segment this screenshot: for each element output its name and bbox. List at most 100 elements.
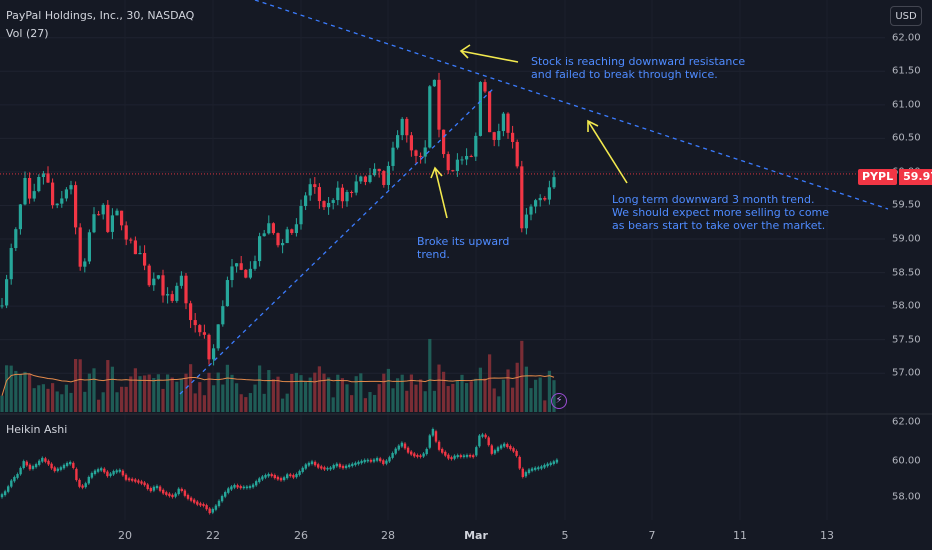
candle-body (317, 187, 321, 202)
ha-candle (239, 486, 242, 489)
candle-body (382, 171, 386, 185)
candle-body (520, 166, 524, 229)
ha-candle (462, 455, 466, 458)
ha-candle (38, 460, 41, 465)
ha-candle (341, 465, 345, 469)
ha-candle (310, 461, 314, 465)
ha-candle (56, 468, 59, 471)
ha-candle (487, 437, 490, 446)
ha-candle (552, 461, 555, 464)
ha-candle (301, 467, 304, 472)
ha-candle (459, 455, 462, 458)
candle-body (373, 168, 377, 176)
volume-bar (74, 359, 78, 412)
volume-bar (129, 376, 133, 412)
ha-candle (468, 455, 472, 457)
ha-candle (189, 497, 193, 501)
ha-candle (168, 493, 171, 497)
candle-body (51, 182, 55, 206)
ha-candle (193, 499, 196, 503)
candle-body (455, 159, 459, 172)
arrow-trend (587, 120, 628, 184)
ha-candle (245, 486, 249, 489)
ha-candle (307, 462, 311, 466)
candle-body (216, 324, 220, 349)
ha-candle (87, 476, 90, 484)
candle-body (230, 266, 234, 281)
annotation-trend: Long term downward 3 month trend. We sho… (612, 193, 829, 232)
lightning-icon[interactable]: ⚡ (551, 393, 567, 409)
ha-candle (403, 443, 407, 449)
volume-bar (276, 376, 280, 412)
ha-candle (496, 447, 500, 452)
ha-candle (233, 484, 236, 488)
ha-candle (186, 494, 190, 499)
ha-candle (28, 464, 32, 470)
candle-body (511, 132, 515, 142)
price-tag-symbol: PYPL (858, 169, 898, 185)
volume-bar (83, 391, 87, 412)
ha-candle (183, 490, 187, 496)
ha-candle (7, 486, 10, 492)
volume-bar (138, 376, 142, 412)
candle-body (497, 131, 501, 140)
y-tick-label: 58.00 (892, 300, 921, 312)
ha-candle (158, 486, 162, 491)
candle-body (552, 177, 556, 188)
arrow-broke (434, 167, 448, 219)
candle-body (538, 197, 542, 201)
ha-candle (248, 486, 252, 488)
volume-bar (133, 368, 137, 412)
volume-bar (442, 371, 446, 412)
x-tick-label: 7 (648, 529, 656, 542)
candle-body (428, 86, 432, 148)
volume-bar (483, 378, 487, 412)
candle-body (313, 184, 317, 188)
ha-candle (273, 475, 276, 479)
ha-candle (75, 468, 78, 481)
ha-candle (103, 468, 106, 473)
currency-button[interactable]: USD (890, 6, 922, 26)
candle-body (175, 285, 179, 301)
ha-candle (13, 476, 16, 482)
volume-bar (9, 365, 13, 412)
candle-body (9, 248, 13, 280)
ha-candle (177, 488, 180, 495)
ha-candle (512, 448, 515, 452)
x-tick-label: Mar (464, 529, 488, 542)
candle-body (419, 155, 423, 157)
candle-body (156, 275, 160, 279)
volume-bar (258, 365, 262, 412)
ha-candle (453, 455, 456, 459)
volume-bar (92, 368, 96, 412)
ha-candle (338, 464, 342, 468)
ha-candle (478, 435, 481, 447)
ha-candle (41, 457, 44, 462)
candle-body (322, 201, 326, 208)
candle-body (244, 269, 248, 278)
ha-candle (230, 486, 233, 490)
ha-candle (410, 451, 413, 455)
volume-bar (290, 373, 294, 412)
ha-candle (134, 479, 137, 482)
volume-bar (409, 374, 413, 412)
ha-candle (295, 474, 298, 478)
volume-bar (543, 400, 547, 412)
candle-body (534, 200, 538, 207)
candle-body (143, 253, 147, 266)
volume-bar (377, 384, 381, 412)
y-tick-label: 61.00 (892, 99, 921, 111)
ha-candle (465, 454, 469, 457)
candle-body (18, 204, 22, 230)
ha-candle (428, 435, 431, 448)
annotation-resistance: Stock is reaching downward resistance an… (531, 55, 745, 81)
volume-bar (46, 388, 50, 412)
heikin-ashi-candles (0, 427, 559, 515)
ha-candle (90, 473, 94, 478)
ha-candle (115, 470, 118, 473)
volume-bar (460, 374, 464, 412)
ha-candle (118, 469, 121, 472)
volume-bar (106, 360, 110, 412)
volume-bar (382, 373, 386, 412)
